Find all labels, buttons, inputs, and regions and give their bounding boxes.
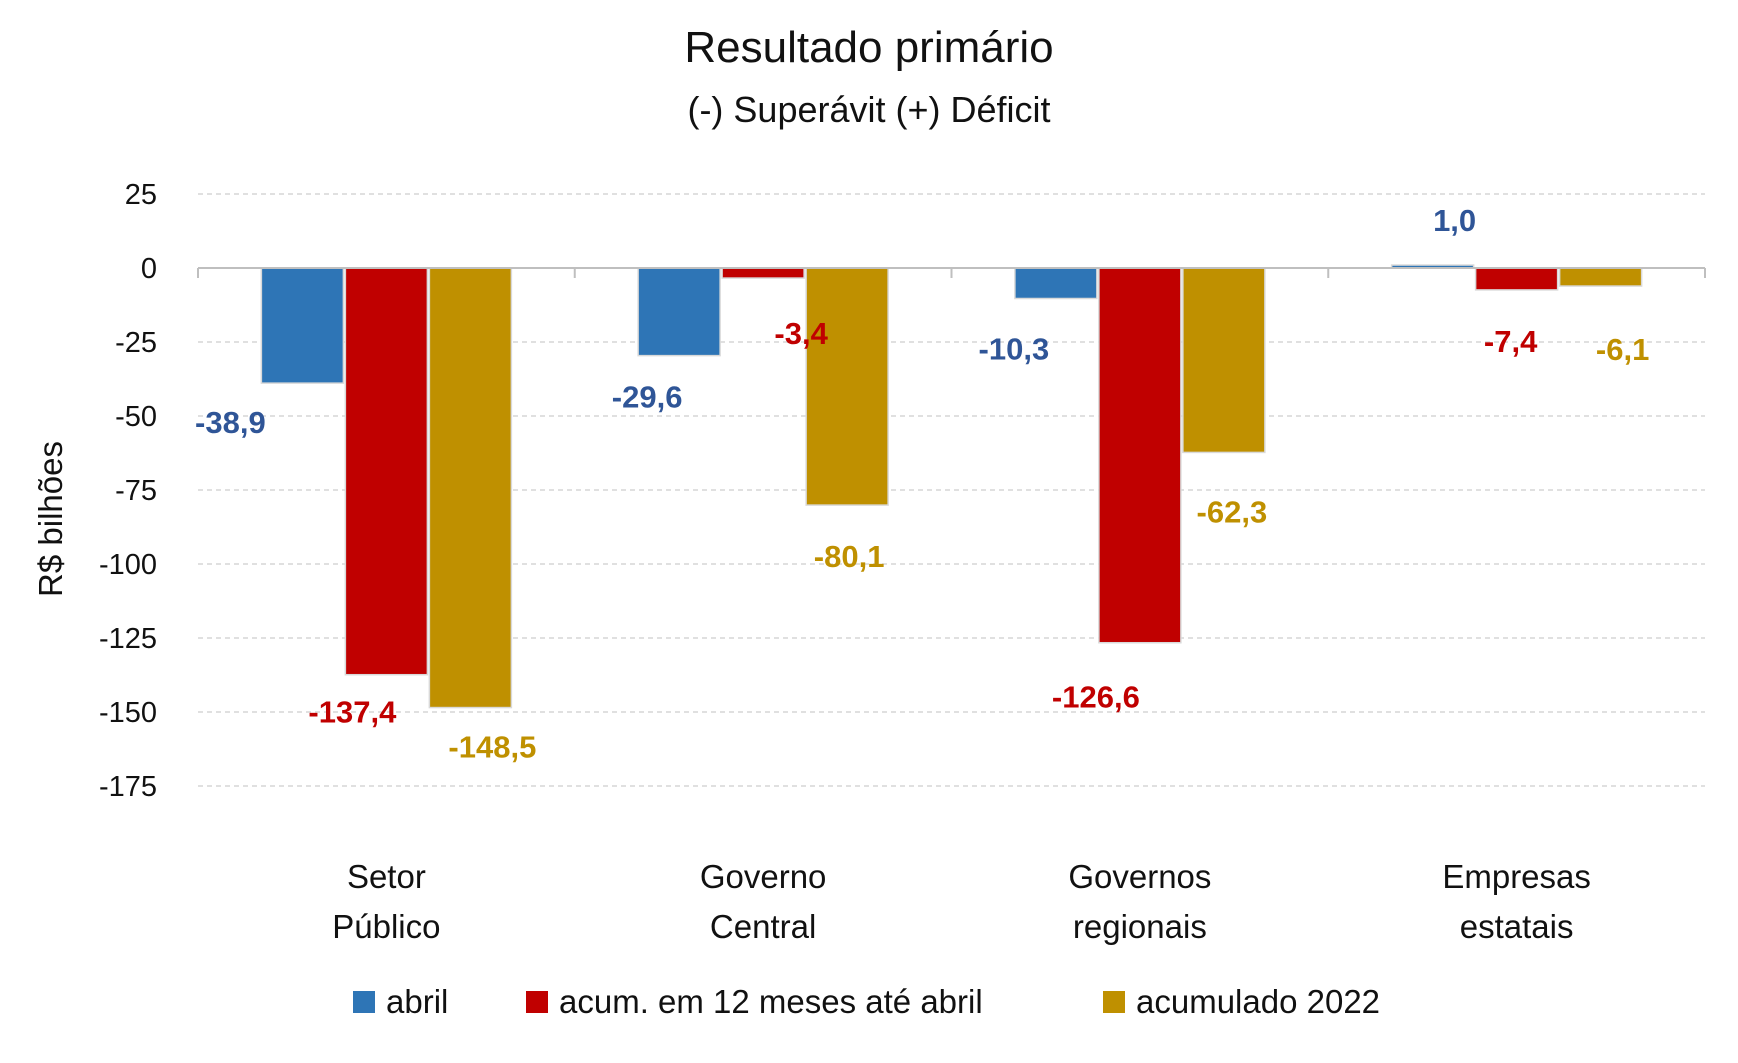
data-label: -126,6 [1052, 680, 1140, 715]
bar-acumulado-2022 [805, 267, 889, 506]
bar-abril [1014, 267, 1098, 300]
legend-label: acum. em 12 meses até abril [559, 983, 983, 1020]
data-label: -6,1 [1596, 332, 1649, 367]
data-label: -80,1 [814, 539, 885, 574]
data-label: -29,6 [612, 380, 683, 415]
bars [260, 264, 1643, 709]
category-label: Setor [347, 858, 426, 895]
category-label: regionais [1073, 908, 1207, 945]
bar-acum.-em-12-meses-até-abril [1098, 267, 1182, 644]
bar-abril [260, 267, 345, 384]
gridlines [198, 193, 1705, 787]
data-label: -62,3 [1197, 494, 1268, 529]
y-tick-label: -75 [115, 475, 157, 507]
data-label: 1,0 [1433, 203, 1476, 238]
bar-acum.-em-12-meses-até-abril [1474, 267, 1559, 291]
legend-label: abril [386, 983, 448, 1020]
data-label: -7,4 [1484, 324, 1538, 359]
bar-abril [637, 267, 721, 357]
legend: abril acum. em 12 meses até abril acumulad… [353, 983, 1380, 1020]
bar-acumulado-2022 [428, 267, 513, 709]
data-labels: -38,9 -137,4 -148,5 -29,6 -3,4 -80,1 -10,3 -126… [195, 203, 1649, 765]
y-tick-label: -175 [99, 771, 157, 803]
bar-acumulado-2022 [1558, 267, 1643, 287]
data-label: -137,4 [308, 695, 397, 730]
data-label: -148,5 [448, 730, 536, 765]
category-label: Público [332, 908, 440, 945]
data-label: -3,4 [774, 316, 828, 351]
category-label: estatais [1460, 908, 1574, 945]
bar-acumulado-2022 [1182, 267, 1266, 454]
category-label: Governos [1068, 858, 1211, 895]
y-tick-label: -150 [99, 697, 157, 729]
y-axis-ticks: 25 0 -25 -50 -75 -100 -125 -150 -175 [99, 179, 157, 803]
category-labels: Setor Público Governo Central Governos region… [332, 858, 1591, 945]
legend-swatch [353, 991, 375, 1013]
y-axis-label: R$ bilhões [32, 441, 69, 597]
data-label: -38,9 [195, 405, 266, 440]
category-label: Governo [700, 858, 827, 895]
y-tick-label: -25 [115, 327, 157, 359]
chart-subtitle: (-) Superávit (+) Déficit [687, 89, 1050, 130]
y-tick-label: 0 [141, 253, 157, 285]
y-tick-label: 25 [125, 179, 157, 211]
data-label: -10,3 [979, 331, 1050, 366]
bar-acum.-em-12-meses-até-abril [344, 267, 429, 676]
legend-label: acumulado 2022 [1136, 983, 1380, 1020]
y-tick-label: -100 [99, 549, 157, 581]
category-label: Empresas [1442, 858, 1591, 895]
legend-swatch [526, 991, 548, 1013]
y-tick-label: -125 [99, 623, 157, 655]
legend-swatch [1103, 991, 1125, 1013]
category-label: Central [710, 908, 816, 945]
bar-acum.-em-12-meses-até-abril [721, 267, 805, 279]
y-tick-label: -50 [115, 401, 157, 433]
chart-title: Resultado primário [684, 23, 1053, 72]
x-axis [197, 267, 1706, 278]
